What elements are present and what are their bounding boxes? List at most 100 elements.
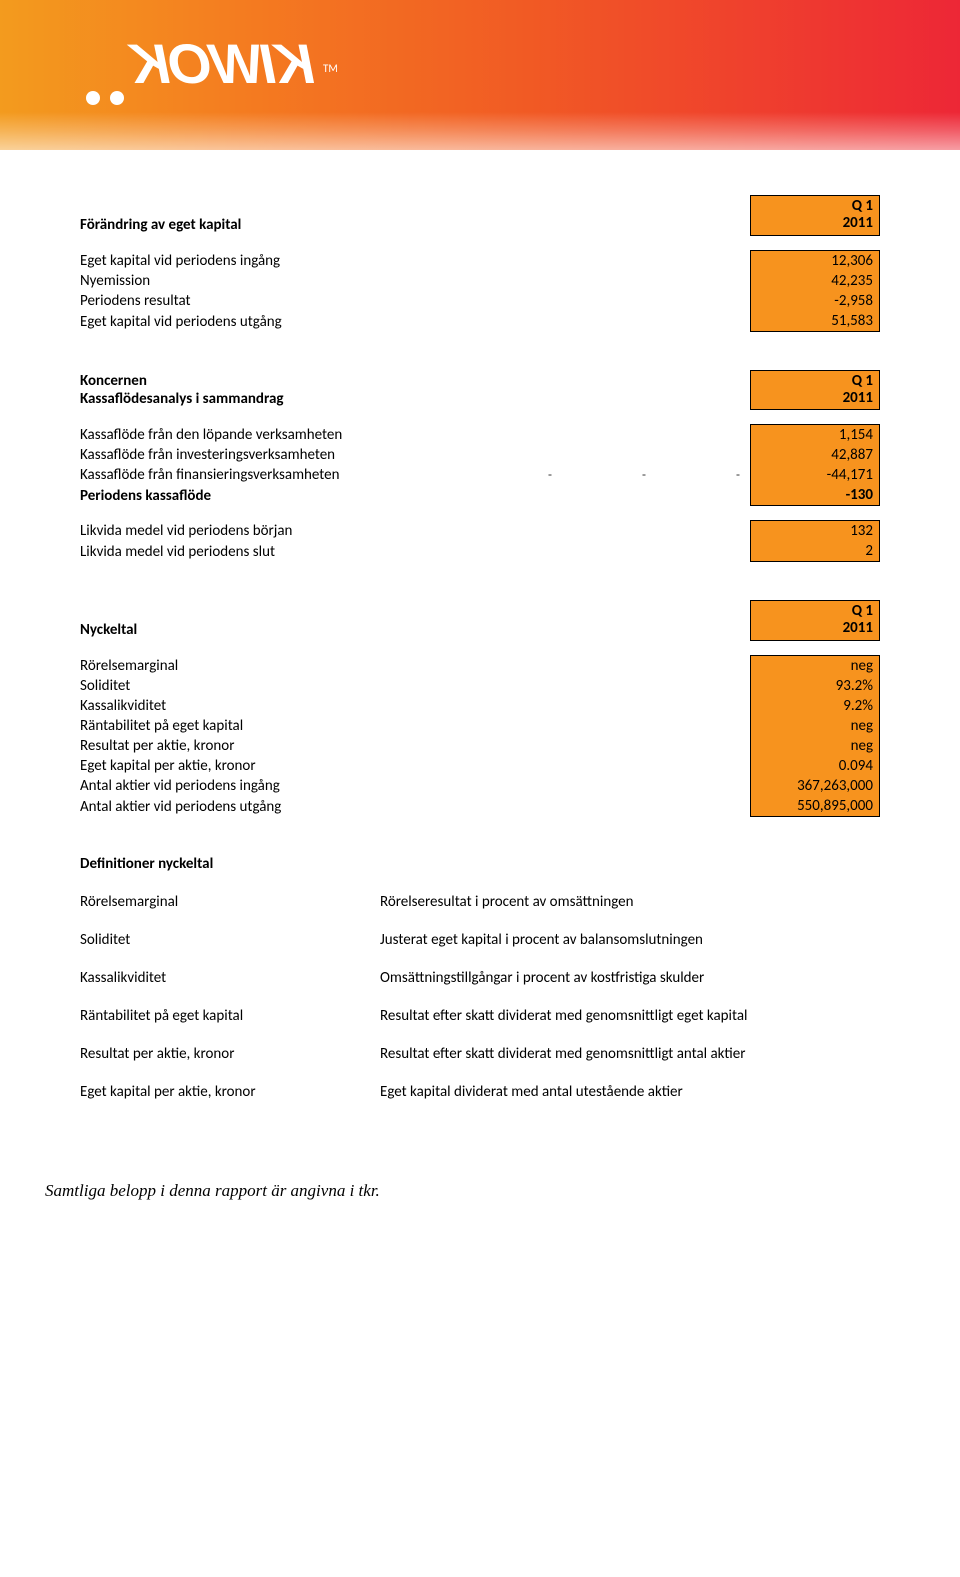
row-value: neg — [750, 736, 880, 756]
definition-row: Räntabilitet på eget kapitalResultat eft… — [80, 1007, 880, 1025]
table-row: Periodens resultat-2,958 — [80, 291, 880, 311]
row-value: 367,263,000 — [750, 776, 880, 796]
section-title: Koncernen Kassaflödesanalys i sammandrag — [80, 372, 750, 410]
row-value: 2 — [750, 541, 880, 562]
definition-desc: Justerat eget kapital i procent av balan… — [380, 931, 880, 949]
row-label: Eget kapital vid periodens utgång — [80, 312, 750, 332]
row-label: Periodens resultat — [80, 291, 750, 311]
table-row: Rörelsemarginalneg — [80, 655, 880, 676]
table-row: Kassaflöde från den löpande verksamheten… — [80, 424, 880, 445]
definition-desc: Rörelseresultat i procent av omsättninge… — [380, 893, 880, 911]
row-value: 93.2% — [750, 676, 880, 696]
section-nyckeltal: Nyckeltal Q 1 2011 RörelsemarginalnegSol… — [80, 600, 880, 817]
col-header-year: 2011 — [757, 215, 873, 232]
definition-row: SoliditetJusterat eget kapital i procent… — [80, 931, 880, 949]
row-label: Nyemission — [80, 271, 750, 291]
row-label: Rörelsemarginal — [80, 656, 750, 676]
table-row: Eget kapital per aktie, kronor0.094 — [80, 756, 880, 776]
definition-row: RörelsemarginalRörelseresultat i procent… — [80, 893, 880, 911]
row-label: Kassalikviditet — [80, 696, 750, 716]
section-title: Förändring av eget kapital — [80, 216, 750, 236]
row-label: Soliditet — [80, 676, 750, 696]
definition-term: Resultat per aktie, kronor — [80, 1045, 380, 1063]
row-label: Resultat per aktie, kronor — [80, 736, 750, 756]
table-row: Nyemission42,235 — [80, 271, 880, 291]
definition-term: Soliditet — [80, 931, 380, 949]
page: KIWOK TM Förändring av eget kapital Q 1 … — [0, 0, 960, 1231]
row-value: -44,171 — [750, 465, 880, 485]
row-label: Antal aktier vid periodens ingång — [80, 776, 750, 796]
row-value: 42,887 — [750, 445, 880, 465]
footer-note: Samtliga belopp i denna rapport är angiv… — [0, 1151, 960, 1231]
row-label: Eget kapital per aktie, kronor — [80, 756, 750, 776]
col-header-q: Q 1 — [757, 373, 873, 390]
table-row: Kassalikviditet9.2% — [80, 696, 880, 716]
row-value: 42,235 — [750, 271, 880, 291]
row-value: -130 — [750, 485, 880, 506]
table-row: Likvida medel vid periodens slut2 — [80, 541, 880, 562]
col-header: Q 1 2011 — [750, 370, 880, 411]
section-title-line: Koncernen — [80, 372, 750, 390]
row-label: Periodens kassaflöde — [80, 486, 750, 506]
table-row: Periodens kassaflöde-130 — [80, 485, 880, 506]
definition-term: Rörelsemarginal — [80, 893, 380, 911]
header-banner: KIWOK TM — [0, 0, 960, 150]
row-label: Kassaflöde från investeringsverksamheten — [80, 445, 750, 465]
table-row: Antal aktier vid periodens utgång550,895… — [80, 796, 880, 817]
col-header: Q 1 2011 — [750, 600, 880, 641]
row-label: Kassaflöde från finansieringsverksamhete… — [80, 465, 750, 485]
col-header: Q 1 2011 — [750, 195, 880, 236]
definition-desc: Eget kapital dividerat med antal uteståe… — [380, 1083, 880, 1101]
defs-title: Definitioner nyckeltal — [80, 855, 880, 873]
row-value: 132 — [750, 520, 880, 541]
row-value: 0.094 — [750, 756, 880, 776]
table-row: Resultat per aktie, kronorneg — [80, 736, 880, 756]
row-value: -2,958 — [750, 291, 880, 311]
row-label: Likvida medel vid periodens slut — [80, 542, 750, 562]
table-row: Kassaflöde från investeringsverksamheten… — [80, 445, 880, 465]
table-row: Soliditet93.2% — [80, 676, 880, 696]
definition-term: Kassalikviditet — [80, 969, 380, 987]
col-header-q: Q 1 — [757, 198, 873, 215]
definition-desc: Resultat efter skatt dividerat med genom… — [380, 1007, 880, 1025]
section-title-line: Kassaflödesanalys i sammandrag — [80, 390, 750, 408]
col-header-year: 2011 — [757, 390, 873, 407]
logo: KIWOK TM — [0, 0, 960, 108]
row-value: 12,306 — [750, 250, 880, 271]
definition-desc: Resultat efter skatt dividerat med genom… — [380, 1045, 880, 1063]
row-value: 51,583 — [750, 311, 880, 332]
row-value: 1,154 — [750, 424, 880, 445]
svg-text:KIWOK: KIWOK — [127, 32, 315, 95]
row-value: 550,895,000 — [750, 796, 880, 817]
table-row: Kassaflöde från finansieringsverksamhete… — [80, 465, 880, 485]
row-value: neg — [750, 655, 880, 676]
col-header-q: Q 1 — [757, 603, 873, 620]
col-header-year: 2011 — [757, 620, 873, 637]
definition-row: Resultat per aktie, kronorResultat efter… — [80, 1045, 880, 1063]
trademark-text: TM — [323, 62, 338, 75]
table-row: Eget kapital vid periodens utgång51,583 — [80, 311, 880, 332]
kiwok-logo-icon: KIWOK — [55, 28, 315, 108]
definition-row: KassalikviditetOmsättningstillgångar i p… — [80, 969, 880, 987]
definition-term: Eget kapital per aktie, kronor — [80, 1083, 380, 1101]
table-row: Räntabilitet på eget kapitalneg — [80, 716, 880, 736]
row-label: Kassaflöde från den löpande verksamheten — [80, 425, 750, 445]
banner-fade — [0, 112, 960, 150]
row-label: Antal aktier vid periodens utgång — [80, 797, 750, 817]
table-row: Antal aktier vid periodens ingång367,263… — [80, 776, 880, 796]
section-eget-kapital: Förändring av eget kapital Q 1 2011 Eget… — [80, 195, 880, 332]
definition-term: Räntabilitet på eget kapital — [80, 1007, 380, 1025]
table-row: Likvida medel vid periodens början132 — [80, 520, 880, 541]
definition-desc: Omsättningstillgångar i procent av kostf… — [380, 969, 880, 987]
row-label: Eget kapital vid periodens ingång — [80, 251, 750, 271]
row-value: 9.2% — [750, 696, 880, 716]
definitions: Definitioner nyckeltal RörelsemarginalRö… — [80, 855, 880, 1101]
definition-row: Eget kapital per aktie, kronorEget kapit… — [80, 1083, 880, 1101]
section-title: Nyckeltal — [80, 621, 750, 641]
row-value: neg — [750, 716, 880, 736]
row-label: Räntabilitet på eget kapital — [80, 716, 750, 736]
row-label: Likvida medel vid periodens början — [80, 521, 750, 541]
content: Förändring av eget kapital Q 1 2011 Eget… — [0, 150, 960, 1151]
section-kassaflode: Koncernen Kassaflödesanalys i sammandrag… — [80, 370, 880, 563]
table-row: Eget kapital vid periodens ingång12,306 — [80, 250, 880, 271]
